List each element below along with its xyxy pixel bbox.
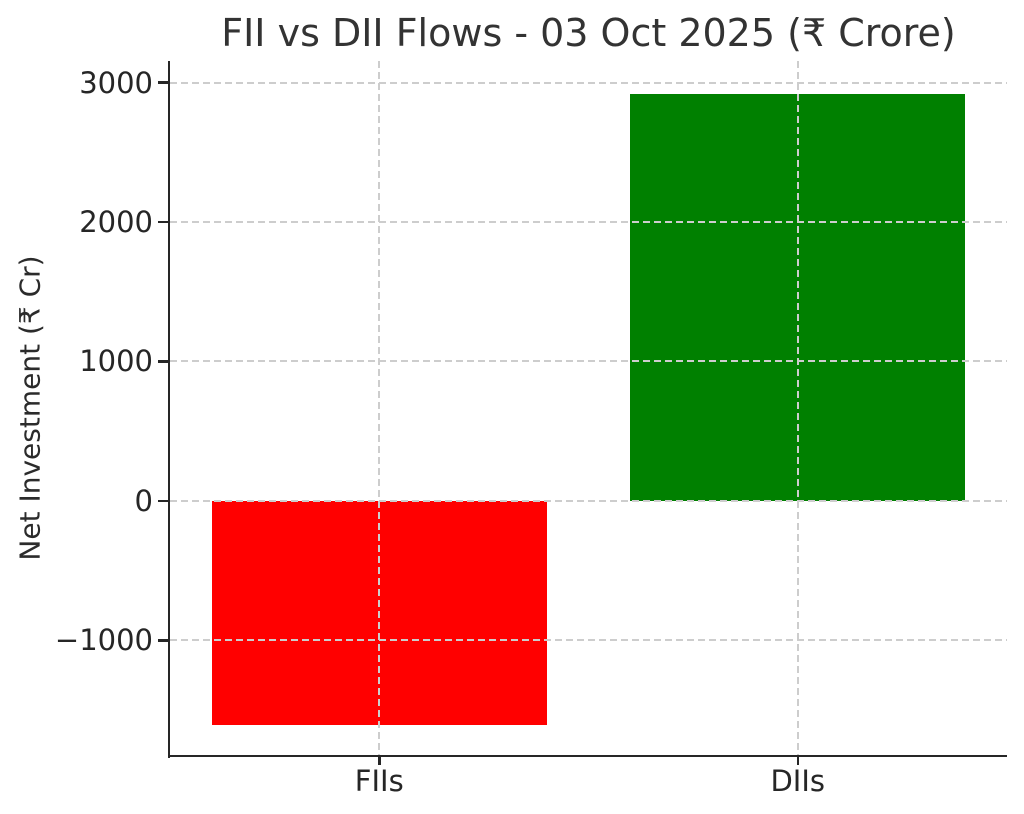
- y-gridline-1000: [170, 360, 1007, 363]
- chart-title: FII vs DII Flows - 03 Oct 2025 (₹ Crore): [221, 11, 956, 55]
- y-tick-mark-1000: [158, 360, 168, 363]
- y-gridline--1000: [170, 639, 1007, 642]
- x-gridline-DIIs: [796, 61, 799, 756]
- left-spine: [167, 61, 170, 758]
- x-tick-mark-FIIs: [378, 757, 381, 765]
- y-tick-mark-3000: [158, 81, 168, 84]
- y-tick-label-1000: 1000: [79, 344, 153, 379]
- bottom-spine: [167, 754, 1007, 757]
- y-tick-mark--1000: [158, 639, 168, 642]
- x-gridline-FIIs: [378, 61, 381, 756]
- x-tick-label-DIIs: DIIs: [770, 764, 826, 798]
- y-gridline-2000: [170, 221, 1007, 224]
- y-tick-label-0: 0: [134, 483, 153, 518]
- y-tick-mark-2000: [158, 220, 168, 224]
- x-tick-mark-DIIs: [796, 757, 799, 765]
- y-tick-label-3000: 3000: [79, 65, 153, 100]
- y-tick-mark-0: [158, 499, 168, 503]
- y-tick-label--1000: −1000: [54, 623, 153, 658]
- y-gridline-3000: [170, 81, 1007, 84]
- y-gridline-0: [170, 499, 1007, 502]
- x-tick-label-FIIs: FIIs: [354, 764, 404, 798]
- y-tick-label-2000: 2000: [79, 205, 153, 240]
- plot-area: [170, 61, 1007, 756]
